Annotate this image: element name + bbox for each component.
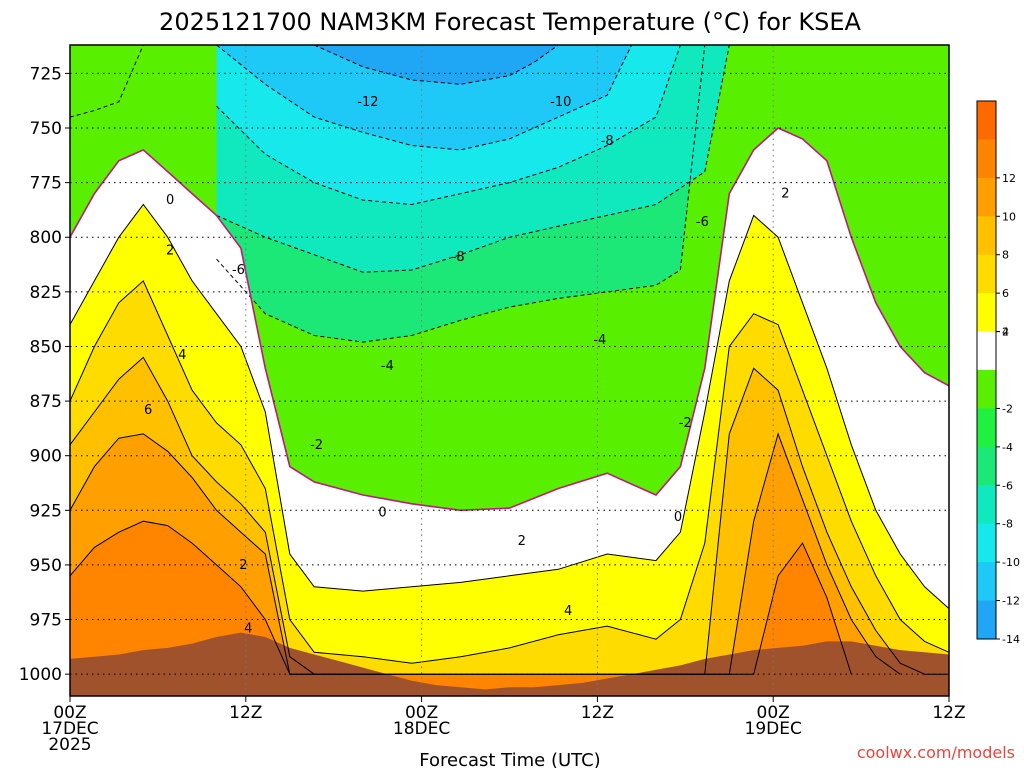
contour-label: 2 (781, 187, 789, 202)
contour-line (69, 44, 144, 118)
contour-line (69, 280, 950, 664)
x-tick-label: 00Z (53, 703, 86, 723)
contour-line (69, 520, 852, 675)
contour-line (69, 127, 950, 512)
contour-label: -2 (679, 416, 692, 431)
contour-label: 4 (178, 348, 186, 363)
contour-label: -6 (232, 263, 245, 278)
contour-label: -4 (381, 359, 394, 374)
colorbar-swatch (977, 216, 996, 256)
contour-label: -12 (357, 95, 378, 110)
y-tick-label: 975 (30, 611, 62, 631)
contour-label: 4 (564, 604, 572, 619)
gridlines (70, 45, 949, 696)
contour-line (69, 203, 950, 609)
band-6_to_8 (70, 357, 949, 696)
y-tick-label: 875 (30, 392, 62, 412)
y-tick-label: 900 (30, 447, 62, 467)
colorbar-swatch (977, 523, 996, 563)
colorbar: 12 10 8 6 42 -2 -4 -6 -8 -10 -12 -14 (976, 100, 1020, 646)
y-tick-label: 950 (30, 556, 62, 576)
colorbar-label: -4 (1002, 441, 1013, 454)
terrain-fill (70, 632, 949, 696)
colorbar-label: -14 (1002, 633, 1020, 646)
contour-label: 2 (166, 243, 174, 258)
y-tick-label: 725 (30, 64, 62, 84)
contour-line (216, 44, 730, 273)
y-tick-label: 775 (30, 174, 62, 194)
y-tick-label: 825 (30, 283, 62, 303)
contour-line (69, 432, 901, 675)
x-tick-label: 19DEC (745, 719, 802, 739)
contour-label: -10 (550, 95, 571, 110)
y-tick-label: 1000 (19, 665, 62, 685)
band-8_to_10 (70, 433, 901, 696)
contour-label: 4 (244, 621, 252, 636)
colorbar-swatch (977, 562, 996, 601)
temperature-bands (70, 45, 949, 696)
colorbar-swatch (977, 446, 996, 486)
contour-line (216, 44, 681, 206)
x-tick-label: 2025 (48, 735, 91, 755)
colorbar-label: 12 (1002, 172, 1016, 185)
colorbar-swatch (977, 293, 996, 332)
contour-label: 0 (166, 193, 174, 208)
colorbar-label: -2 (1002, 402, 1013, 415)
colorbar-label: 8 (1002, 249, 1009, 262)
colorbar-label: -6 (1002, 479, 1013, 492)
colorbar-swatch (977, 254, 996, 294)
colorbar-label: -10 (1002, 556, 1020, 569)
colorbar-swatch (977, 600, 996, 640)
colorbar-label: 6 (1002, 287, 1009, 300)
contour-label: 2 (518, 534, 526, 549)
colorbar-label: 2 (1002, 326, 1009, 339)
x-tick-label: 00Z (757, 703, 790, 723)
y-axis: 725 750 775 800 825 850 875 900 925 950 975 1000 (19, 64, 70, 685)
x-tick-label: 18DEC (393, 719, 450, 739)
y-tick-label: 850 (30, 337, 62, 357)
contour-label: 0 (378, 505, 386, 520)
chart-title: 2025121700 NAM3KM Forecast Temperature (… (159, 8, 861, 36)
contour-label: -2 (310, 438, 323, 453)
contour-line (216, 44, 706, 343)
isotherm-contours (69, 44, 950, 675)
plot-area: -12 -10 -8 -6 -8 -6 -4 -4 -2 -2 0 2 4 6 0 0 2 2 4 4 2 (69, 44, 950, 697)
x-axis-label: Forecast Time (UTC) (419, 750, 600, 768)
x-tick-label: 00Z (405, 703, 438, 723)
contour-label: 0 (674, 510, 682, 525)
credit-text: coolwx.com/models (857, 743, 1015, 762)
x-tick-label: 12Z (229, 703, 262, 723)
colorbar-swatch (977, 101, 996, 140)
plot-frame (69, 44, 950, 697)
y-tick-label: 750 (30, 119, 62, 139)
contour-label: -8 (601, 134, 614, 149)
colorbar-label: -12 (1002, 595, 1020, 608)
colorbar-frame (976, 100, 997, 640)
contour-line (216, 44, 633, 151)
colorbar-swatch (977, 331, 996, 371)
colorbar-swatch (977, 139, 996, 179)
x-tick-label: 17DEC (41, 719, 98, 739)
colorbar-swatch (977, 177, 996, 217)
colorbar-swatch (977, 370, 996, 409)
contour-label: -8 (452, 250, 465, 265)
y-tick-label: 800 (30, 228, 62, 248)
band--12_to_-10 (216, 45, 632, 150)
colorbar-label: -8 (1002, 518, 1013, 531)
contour-label: -6 (696, 215, 709, 230)
y-tick-label: 925 (30, 501, 62, 521)
colorbar-swatch (977, 408, 996, 448)
contour-label: -4 (593, 333, 606, 348)
x-tick-label: 12Z (581, 703, 614, 723)
band--14_to_-12 (314, 45, 559, 85)
contour-label: 2 (239, 558, 247, 573)
colorbar-swatch (977, 485, 996, 525)
colorbar-label: 10 (1002, 210, 1016, 223)
x-tick-label: 12Z (932, 703, 965, 723)
colorbar-label: 4 (1002, 326, 1009, 339)
contour-label: 6 (144, 403, 152, 418)
contour-labels: -12 -10 -8 -6 -8 -6 -4 -4 -2 -2 0 2 4 6 0 0 2 2 4 4 2 (144, 95, 790, 636)
